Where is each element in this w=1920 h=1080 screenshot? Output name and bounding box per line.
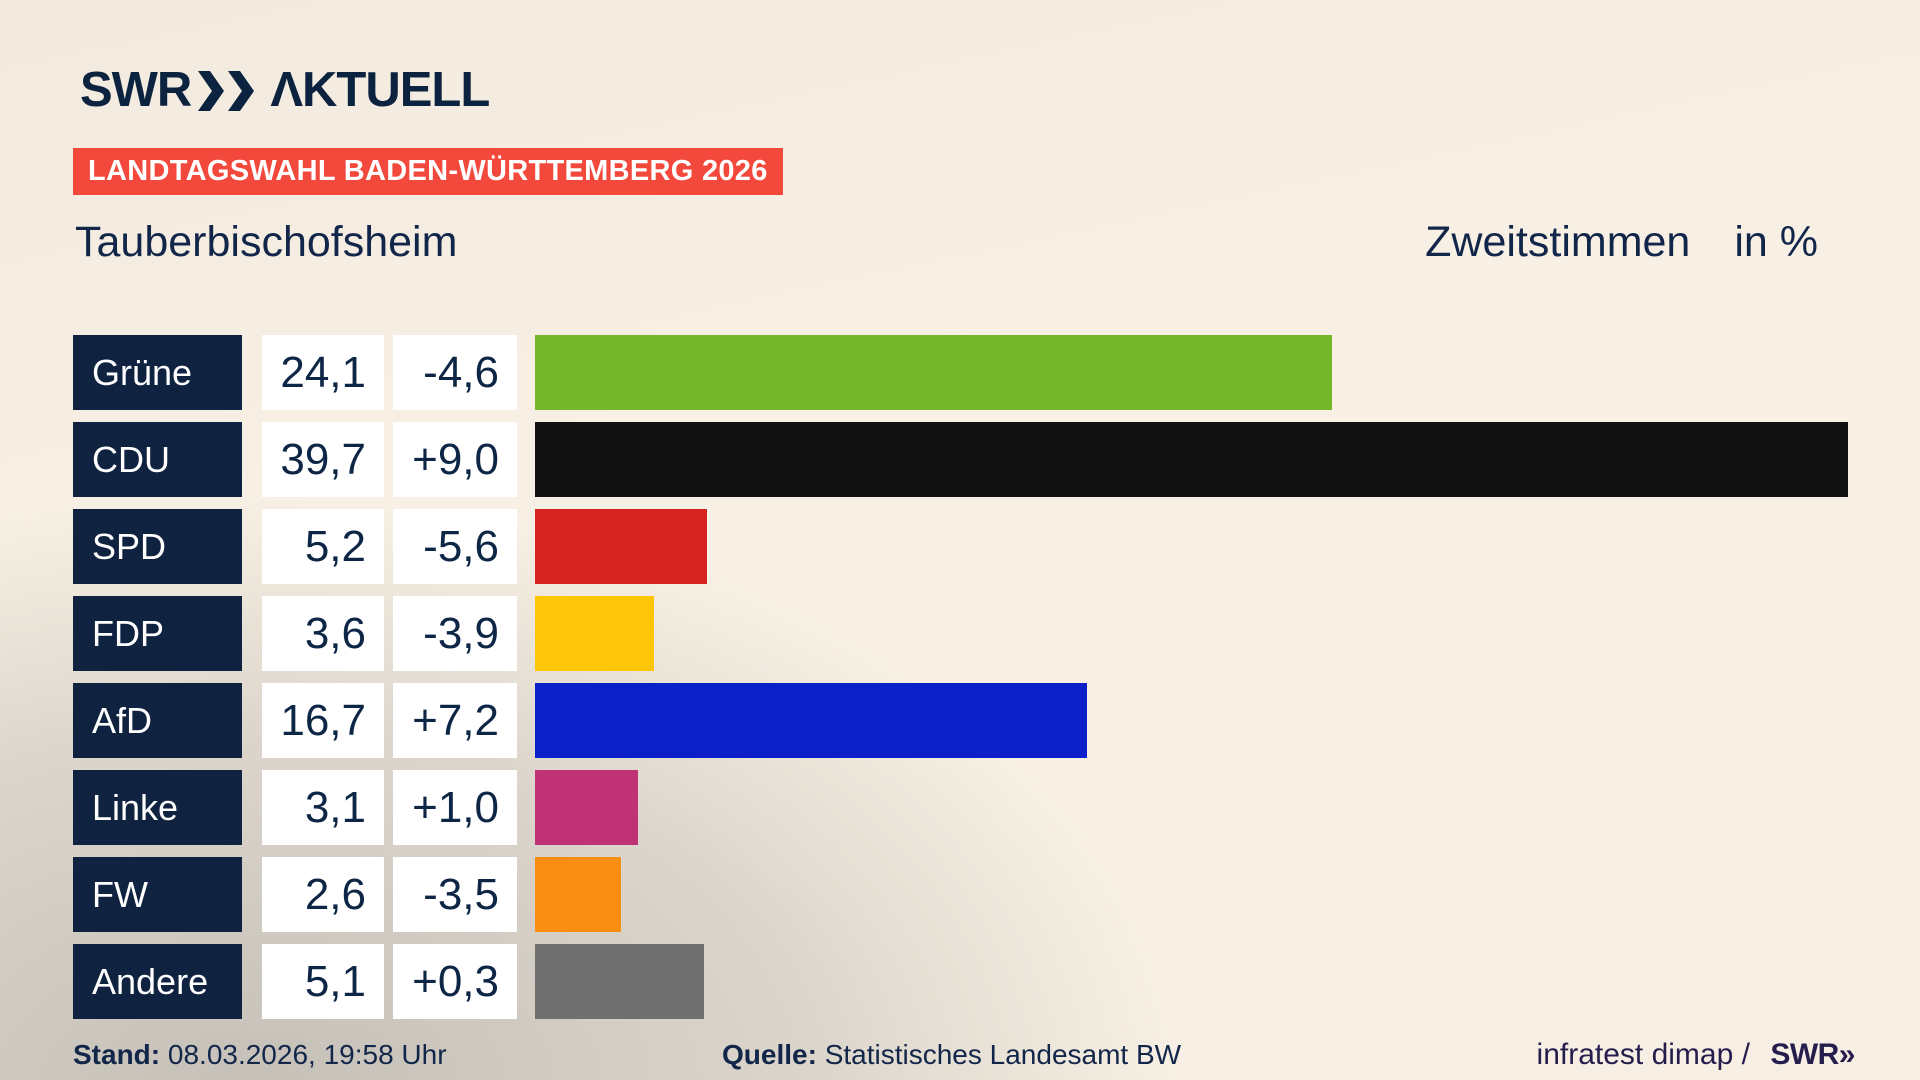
label-spacer xyxy=(1690,217,1734,267)
diff-cell: -5,6 xyxy=(393,509,517,584)
result-bar xyxy=(535,509,707,584)
diff-cell: +7,2 xyxy=(393,683,517,758)
party-label-box: CDU xyxy=(73,422,242,497)
party-label-box: Andere xyxy=(73,944,242,1019)
swr-aktuell-logo: SWR ΛKTUELL xyxy=(80,63,490,117)
bar-track xyxy=(535,422,1858,497)
party-label-box: Grüne xyxy=(73,335,242,410)
value-cell: 5,2 xyxy=(262,509,384,584)
bar-track xyxy=(535,596,1858,671)
party-label-box: SPD xyxy=(73,509,242,584)
bar-track xyxy=(535,683,1858,758)
bar-track xyxy=(535,857,1858,932)
party-label-box: FW xyxy=(73,857,242,932)
result-bar xyxy=(535,683,1088,758)
diff-cell: -3,9 xyxy=(393,596,517,671)
stand-timestamp: Stand: 08.03.2026, 19:58 Uhr xyxy=(73,1038,447,1072)
party-label: Linke xyxy=(92,787,179,828)
credit-swr-brand: SWR» xyxy=(1770,1038,1855,1071)
unit-text: in % xyxy=(1734,218,1818,266)
result-row: FW 2,6 -3,5 xyxy=(73,857,1858,932)
party-label-box: FDP xyxy=(73,596,242,671)
party-label: Grüne xyxy=(92,352,193,393)
result-row: CDU 39,7 +9,0 xyxy=(73,422,1858,497)
bar-track xyxy=(535,944,1858,1019)
diff-cell: +0,3 xyxy=(393,944,517,1019)
result-bar xyxy=(535,770,638,845)
diff-cell: -4,6 xyxy=(393,335,517,410)
result-row: FDP 3,6 -3,9 xyxy=(73,596,1858,671)
party-label: SPD xyxy=(92,526,167,567)
party-label: CDU xyxy=(92,439,170,480)
vote-type-label: Zweitstimmen in % xyxy=(1425,217,1818,267)
credit-note: infratest dimap / SWR» xyxy=(1536,1038,1856,1072)
source-value: Statistisches Landesamt BW xyxy=(824,1039,1182,1070)
vote-type-text: Zweitstimmen xyxy=(1425,218,1691,266)
party-label-box: AfD xyxy=(73,683,242,758)
value-cell: 2,6 xyxy=(262,857,384,932)
result-bar xyxy=(535,857,621,932)
result-row: Linke 3,1 +1,0 xyxy=(73,770,1858,845)
bar-track xyxy=(535,509,1858,584)
party-label: AfD xyxy=(92,700,153,741)
diff-cell: +1,0 xyxy=(393,770,517,845)
bar-track xyxy=(535,335,1858,410)
result-bar xyxy=(535,944,704,1019)
logo-aktuell-text: ΛKTUELL xyxy=(270,63,490,117)
credit-text: infratest dimap / xyxy=(1536,1038,1750,1071)
result-bar xyxy=(535,422,1849,497)
swr-double-chevron-icon xyxy=(198,70,256,111)
value-cell: 3,6 xyxy=(262,596,384,671)
bar-track xyxy=(535,770,1858,845)
value-cell: 39,7 xyxy=(262,422,384,497)
result-bar xyxy=(535,596,655,671)
value-cell: 3,1 xyxy=(262,770,384,845)
election-banner: LANDTAGSWAHL BADEN-WÜRTTEMBERG 2026 xyxy=(73,148,783,195)
stand-value: 08.03.2026, 19:58 Uhr xyxy=(167,1039,447,1070)
source-note: Quelle: Statistisches Landesamt BW xyxy=(722,1038,1181,1072)
diff-cell: +9,0 xyxy=(393,422,517,497)
diff-cell: -3,5 xyxy=(393,857,517,932)
party-label: FW xyxy=(92,874,148,915)
municipality-title: Tauberbischofsheim xyxy=(75,218,458,266)
results-rows: Grüne 24,1 -4,6 CDU 39,7 +9,0 SPD 5,2 -5… xyxy=(73,335,1858,1031)
result-row: Grüne 24,1 -4,6 xyxy=(73,335,1858,410)
result-row: SPD 5,2 -5,6 xyxy=(73,509,1858,584)
logo-swr-text: SWR xyxy=(80,63,192,117)
value-cell: 5,1 xyxy=(262,944,384,1019)
party-label: FDP xyxy=(92,613,164,654)
result-row: Andere 5,1 +0,3 xyxy=(73,944,1858,1019)
value-cell: 16,7 xyxy=(262,683,384,758)
result-bar xyxy=(535,335,1333,410)
stand-label: Stand: xyxy=(73,1039,161,1070)
source-label: Quelle: xyxy=(722,1039,817,1070)
result-row: AfD 16,7 +7,2 xyxy=(73,683,1858,758)
value-cell: 24,1 xyxy=(262,335,384,410)
party-label: Andere xyxy=(92,961,209,1002)
party-label-box: Linke xyxy=(73,770,242,845)
